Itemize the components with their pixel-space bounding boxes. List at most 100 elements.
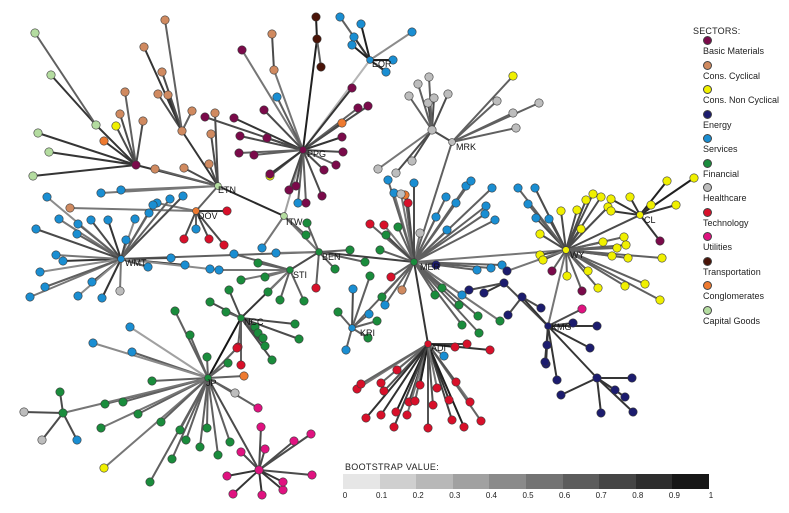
network-node xyxy=(592,321,602,331)
scale-gradient-bar xyxy=(343,474,709,489)
network-edge xyxy=(379,249,415,263)
network-edge xyxy=(195,210,225,246)
network-node xyxy=(450,342,460,352)
network-node xyxy=(144,208,154,218)
network-node xyxy=(177,126,187,136)
network-edge xyxy=(377,129,433,170)
network-edge xyxy=(181,130,219,187)
network-edge xyxy=(206,377,209,429)
network-edge xyxy=(565,249,661,301)
network-edge xyxy=(360,23,371,61)
scale-tick-label: 0.2 xyxy=(412,491,424,500)
legend-swatch xyxy=(703,134,712,143)
hub-node xyxy=(280,212,288,220)
network-node xyxy=(572,205,582,215)
network-node xyxy=(28,171,38,181)
legend-item: Transportation xyxy=(690,256,789,282)
network-node xyxy=(228,489,238,499)
network-edge xyxy=(119,113,137,166)
legend-item: Cons. Cyclical xyxy=(690,60,789,86)
network-node xyxy=(249,150,259,160)
network-node xyxy=(72,229,82,239)
network-node xyxy=(372,316,382,326)
network-node xyxy=(257,490,267,500)
network-edge xyxy=(160,377,209,423)
network-edge xyxy=(596,377,602,414)
hub-label: DOV xyxy=(198,211,218,221)
network-node xyxy=(25,292,35,302)
network-node xyxy=(338,147,348,157)
network-edge xyxy=(210,133,219,187)
hub-node xyxy=(237,314,245,322)
network-node xyxy=(430,290,440,300)
network-edge xyxy=(390,261,415,278)
legend-item: Healthcare xyxy=(690,183,789,208)
network-node xyxy=(284,185,294,195)
network-node xyxy=(317,191,327,201)
network-node xyxy=(224,285,234,295)
network-edge xyxy=(380,343,429,416)
network-node xyxy=(91,120,101,130)
scale-segment xyxy=(343,474,380,489)
network-node xyxy=(269,65,279,75)
network-node xyxy=(301,198,311,208)
legend-swatch xyxy=(703,305,712,315)
network-node xyxy=(156,417,166,427)
network-node xyxy=(413,79,423,89)
network-node xyxy=(619,232,629,242)
network-node xyxy=(153,89,163,99)
hub-label: CL xyxy=(644,215,656,225)
network-node xyxy=(131,160,141,170)
network-node xyxy=(464,285,474,295)
network-node xyxy=(225,437,235,447)
legend-swatch xyxy=(703,281,712,290)
network-edge xyxy=(369,31,413,61)
network-edge xyxy=(451,102,540,143)
network-edge xyxy=(610,210,641,216)
hub-label: ADI xyxy=(431,343,446,353)
hub-label: MRK xyxy=(456,142,476,152)
network-node xyxy=(540,357,550,367)
network-edge xyxy=(318,251,366,263)
network-edge xyxy=(95,124,137,166)
scale-tick-label: 0.6 xyxy=(559,491,571,500)
network-node xyxy=(35,267,45,277)
network-edge xyxy=(565,236,625,251)
network-node xyxy=(311,12,321,22)
network-edge xyxy=(44,258,122,288)
network-edge xyxy=(157,93,183,132)
legend-item: Utilities xyxy=(690,232,789,257)
network-node xyxy=(258,333,268,343)
network-node xyxy=(139,42,149,52)
network-node xyxy=(457,290,467,300)
hub-node xyxy=(348,324,356,332)
hub-node xyxy=(366,56,374,64)
network-node xyxy=(319,165,329,175)
network-edge xyxy=(261,215,285,249)
network-edge xyxy=(413,180,472,263)
network-edge xyxy=(318,249,351,253)
network-edge xyxy=(240,317,273,361)
hub-label: STI xyxy=(293,270,307,280)
network-edge xyxy=(413,219,496,263)
network-node xyxy=(147,376,157,386)
network-node xyxy=(552,375,562,385)
network-edge xyxy=(120,198,171,260)
network-node xyxy=(19,407,29,417)
network-node xyxy=(380,300,390,310)
network-edge xyxy=(154,168,219,187)
network-node xyxy=(210,108,220,118)
network-edge xyxy=(315,251,320,289)
legend-swatch xyxy=(703,85,712,94)
network-edge xyxy=(120,185,219,191)
network-edge xyxy=(565,249,583,292)
network-node xyxy=(302,218,312,228)
network-node xyxy=(335,12,345,22)
network-edge xyxy=(565,196,602,251)
network-node xyxy=(497,260,507,270)
network-edge xyxy=(360,343,429,385)
network-edge xyxy=(408,95,433,131)
network-edge xyxy=(267,269,291,293)
network-node xyxy=(349,32,359,42)
network-edge xyxy=(427,343,438,389)
